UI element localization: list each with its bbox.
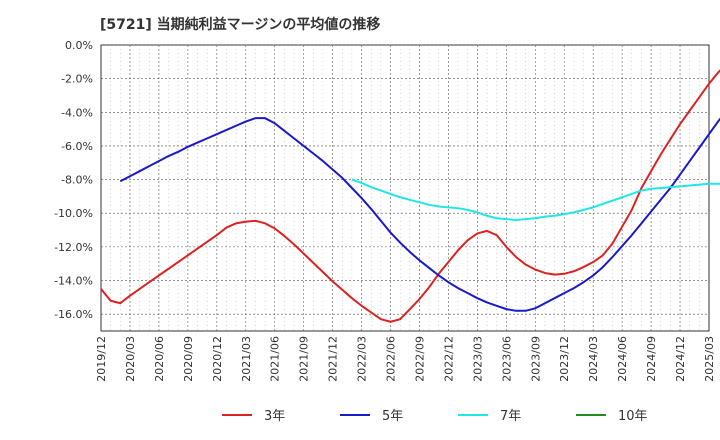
y-tick-label: -8.0% [61, 174, 93, 187]
y-tick-label: -14.0% [54, 275, 93, 288]
x-tick-label: 2022/09 [413, 336, 426, 382]
x-tick-label: 2023/09 [529, 336, 542, 382]
legend-label-5年: 5年 [382, 409, 403, 424]
x-tick-label: 2021/03 [240, 336, 253, 382]
series-line-3年 [100, 69, 720, 323]
y-tick-label: -12.0% [54, 241, 93, 254]
legend-label-10年: 10年 [618, 409, 648, 424]
series-lines [100, 69, 720, 323]
chart-title: [5721] 当期純利益マージンの平均値の推移 [100, 17, 381, 33]
x-tick-label: 2025/03 [703, 336, 716, 382]
y-tick-label: -4.0% [61, 106, 93, 119]
legend-label-3年: 3年 [264, 409, 285, 424]
series-line-7年 [351, 178, 720, 221]
y-tick-label: -16.0% [54, 308, 93, 321]
x-tick-label: 2022/06 [385, 336, 398, 382]
plot-area [100, 44, 710, 332]
x-axis-ticks: 2019/12 2020/03 2020/06 2020/09 2020/12 2021/… [95, 336, 716, 382]
series-line-5年 [119, 117, 720, 312]
legend: 3年 5年 7年 10年 [222, 409, 648, 424]
y-tick-label: -10.0% [54, 207, 93, 220]
y-tick-label: -6.0% [61, 140, 93, 153]
x-tick-label: 2020/12 [211, 336, 224, 382]
x-tick-label: 2020/09 [182, 336, 195, 382]
x-tick-label: 2023/12 [558, 336, 571, 382]
x-tick-label: 2021/09 [298, 336, 311, 382]
x-tick-label: 2024/03 [587, 336, 600, 382]
x-tick-label: 2023/03 [471, 336, 484, 382]
x-tick-label: 2024/09 [645, 336, 658, 382]
x-tick-label: 2024/06 [616, 336, 629, 382]
x-tick-label: 2023/06 [500, 336, 513, 382]
x-tick-label: 2019/12 [95, 336, 108, 382]
x-tick-label: 2022/12 [442, 336, 455, 382]
y-tick-label: 0.0% [65, 39, 93, 52]
x-tick-label: 2020/03 [124, 336, 137, 382]
x-tick-label: 2020/06 [153, 336, 166, 382]
x-tick-label: 2021/06 [269, 336, 282, 382]
legend-label-7年: 7年 [500, 409, 521, 424]
x-tick-label: 2021/12 [327, 336, 340, 382]
x-tick-label: 2022/03 [356, 336, 369, 382]
y-axis-ticks: 0.0% -2.0% -4.0% -6.0% -8.0% -10.0% -12.0% -14.… [54, 39, 93, 321]
x-tick-label: 2024/12 [674, 336, 687, 382]
y-tick-label: -2.0% [61, 73, 93, 86]
